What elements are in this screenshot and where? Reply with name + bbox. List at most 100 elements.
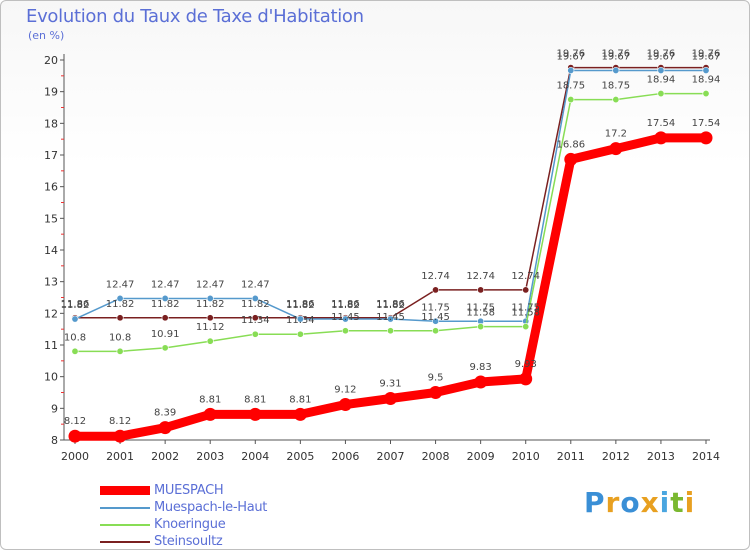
data-label: 8.12 — [64, 416, 86, 427]
logo-letter: r — [605, 486, 621, 519]
data-point — [206, 314, 214, 322]
data-point — [116, 347, 124, 355]
legend: MUESPACH Muespach-le-Haut Knoeringue Ste… — [100, 482, 360, 550]
data-label: 11.82 — [286, 300, 315, 311]
data-label: 9.31 — [379, 379, 401, 390]
data-point — [206, 337, 214, 345]
x-tick-label: 2013 — [647, 450, 675, 463]
y-tick-label: 15 — [44, 212, 58, 225]
data-label: 18.75 — [556, 81, 585, 92]
data-label: 11.86 — [61, 299, 90, 310]
data-label: 11.58 — [466, 308, 495, 319]
data-label: 12.47 — [151, 279, 180, 290]
data-label: 11.34 — [241, 315, 270, 326]
data-point — [567, 66, 575, 74]
data-label: 19.67 — [647, 51, 676, 62]
data-point — [432, 327, 440, 335]
data-label: 18.94 — [692, 75, 721, 86]
data-point — [71, 347, 79, 355]
y-tick-label: 13 — [44, 276, 58, 289]
data-point — [203, 407, 217, 421]
data-label: 11.82 — [196, 299, 225, 310]
y-tick-label: 19 — [44, 86, 58, 99]
logo-letter: P — [584, 486, 606, 519]
logo-letter: x — [640, 486, 660, 519]
y-tick-label: 14 — [44, 244, 58, 257]
data-label: 8.12 — [109, 416, 131, 427]
x-tick-label: 2014 — [692, 450, 720, 463]
chart-title: Evolution du Taux de Taxe d'Habitation — [26, 6, 364, 27]
data-label: 11.75 — [466, 302, 495, 313]
legend-label-muespach-le-haut: Muespach-le-Haut — [154, 500, 268, 515]
data-point — [522, 323, 530, 331]
data-label: 11.82 — [106, 299, 135, 310]
data-point — [68, 429, 82, 443]
data-label: 12.47 — [106, 279, 135, 290]
legend-label-muespach: MUESPACH — [154, 483, 224, 498]
data-label: 18.94 — [647, 75, 676, 86]
data-point — [432, 317, 440, 325]
legend-swatch-steinsoultz — [100, 541, 150, 543]
data-label: 12.74 — [466, 271, 495, 282]
data-point — [296, 330, 304, 338]
y-tick-label: 12 — [44, 307, 58, 320]
data-label: 11.12 — [196, 322, 225, 333]
data-point — [474, 375, 488, 389]
legend-label-steinsoultz: Steinsoultz — [154, 534, 223, 549]
data-label: 12.74 — [511, 271, 540, 282]
data-point — [251, 294, 259, 302]
data-label: 10.8 — [64, 332, 86, 343]
x-tick-label: 2000 — [61, 450, 89, 463]
data-label: 19.76 — [556, 49, 585, 60]
data-label: 10.8 — [109, 332, 131, 343]
x-tick-label: 2007 — [377, 450, 405, 463]
logo-letter: i — [684, 486, 696, 519]
data-label: 9.83 — [470, 362, 492, 373]
data-point — [161, 344, 169, 352]
data-point — [116, 314, 124, 322]
legend-item-steinsoultz: Steinsoultz — [100, 533, 360, 550]
y-tick-label: 16 — [44, 181, 58, 194]
data-point — [522, 286, 530, 294]
data-label: 11.82 — [241, 299, 270, 310]
data-label: 11.45 — [376, 312, 405, 323]
x-tick-label: 2010 — [512, 450, 540, 463]
legend-item-muespach: MUESPACH — [100, 482, 360, 499]
data-label: 9.93 — [515, 359, 537, 370]
data-label: 16.86 — [556, 139, 585, 150]
data-label: 17.54 — [692, 118, 721, 129]
data-label: 11.75 — [511, 302, 540, 313]
data-label: 19.67 — [556, 51, 585, 62]
data-point — [158, 421, 172, 435]
data-label: 8.39 — [154, 408, 176, 419]
data-point — [251, 314, 259, 322]
y-tick-label: 9 — [51, 402, 58, 415]
legend-label-knoeringue: Knoeringue — [154, 517, 226, 532]
data-point — [477, 323, 485, 331]
data-point — [609, 142, 623, 156]
data-point — [612, 96, 620, 104]
data-point — [657, 90, 665, 98]
data-point — [341, 327, 349, 335]
data-point — [519, 372, 533, 386]
data-label: 11.86 — [331, 299, 360, 310]
data-point — [567, 96, 575, 104]
data-point — [477, 286, 485, 294]
data-point — [338, 398, 352, 412]
data-point — [384, 392, 397, 406]
data-label: 11.75 — [421, 302, 450, 313]
legend-swatch-muespach — [100, 486, 150, 495]
data-label: 8.81 — [289, 394, 311, 405]
x-tick-label: 2006 — [331, 450, 359, 463]
data-label: 19.76 — [692, 49, 721, 60]
x-tick-label: 2009 — [467, 450, 495, 463]
logo-letter: i — [659, 486, 671, 519]
logo-letter: o — [620, 486, 641, 519]
data-point — [657, 66, 665, 74]
data-label: 17.2 — [605, 129, 627, 140]
legend-item-knoeringue: Knoeringue — [100, 516, 360, 533]
y-tick-label: 18 — [44, 117, 58, 130]
data-point — [699, 131, 713, 145]
